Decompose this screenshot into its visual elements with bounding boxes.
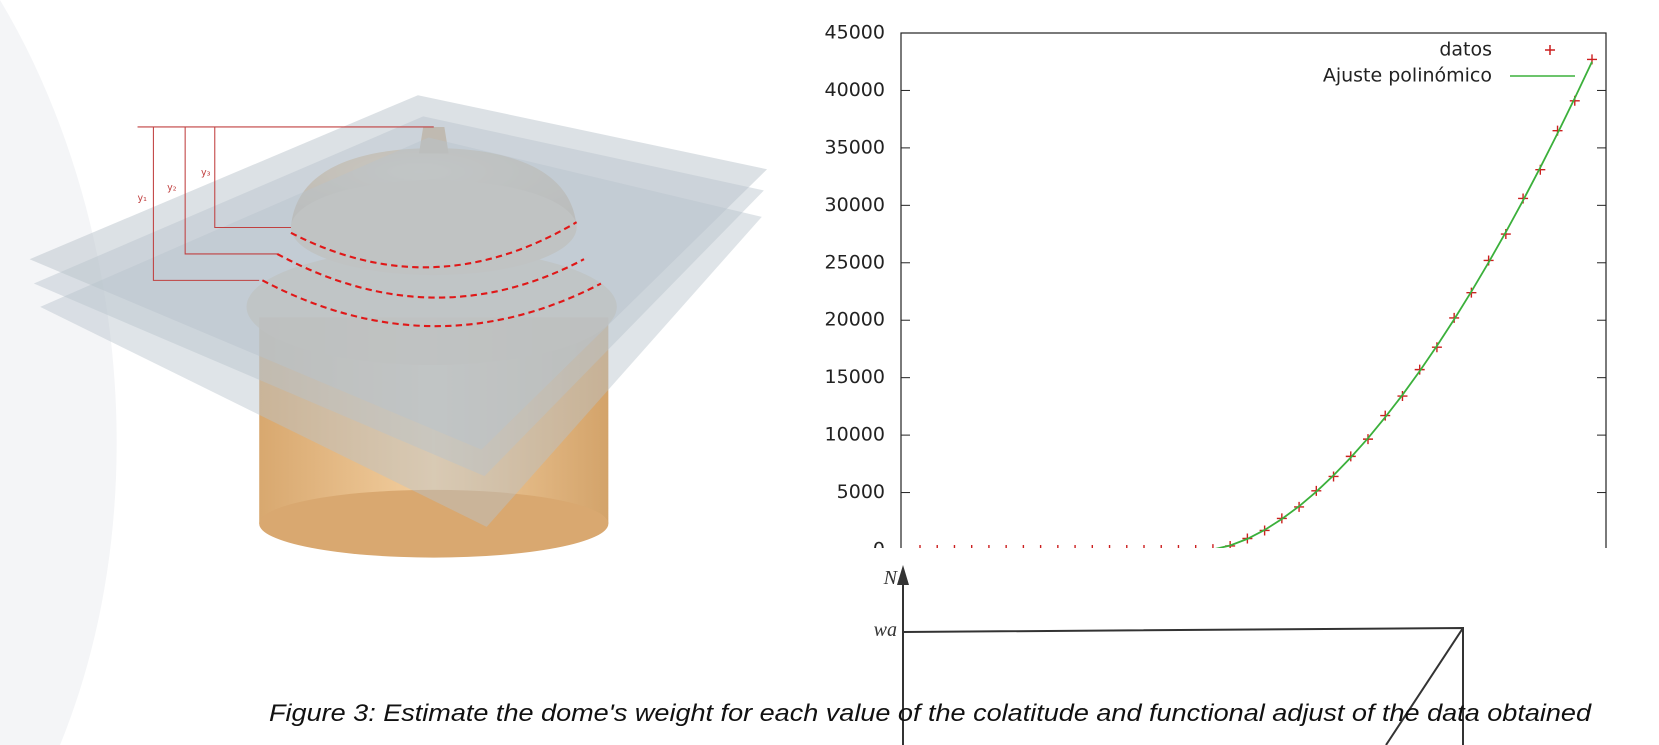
- data-point: [1057, 545, 1059, 548]
- data-point: [1091, 545, 1094, 548]
- chart-bg: [775, 0, 1659, 548]
- dimension-lines: [137, 126, 434, 281]
- plane: [40, 137, 762, 527]
- data-point: [953, 545, 956, 548]
- plot-frame: [900, 32, 1607, 548]
- y-tick-label: 40000: [825, 79, 885, 101]
- y-tick-label: 15000: [825, 366, 885, 388]
- y-tick-label: 10000: [825, 424, 885, 446]
- data-point: [970, 545, 973, 548]
- data-point: [1143, 545, 1145, 548]
- y-tick-label: 5000: [837, 481, 885, 503]
- data-point: [988, 545, 990, 548]
- height-label: y₁: [138, 193, 148, 204]
- data-point: [936, 545, 938, 548]
- arrow: [897, 565, 909, 585]
- y-tick-label: 30000: [825, 194, 885, 216]
- data-point: [1212, 544, 1214, 548]
- data-point: [1126, 545, 1128, 548]
- diagram-lines: [902, 626, 1464, 745]
- fit-line: [1215, 61, 1593, 548]
- y-tick-label: 0: [873, 539, 885, 561]
- plane: [29, 95, 768, 450]
- y-tick-label: 25000: [825, 251, 885, 273]
- data-point: [1160, 545, 1162, 548]
- data-point: [1380, 410, 1391, 421]
- y-tick-label: 20000: [825, 309, 885, 331]
- data-point: [1108, 545, 1111, 548]
- data-point: [1039, 545, 1042, 548]
- data-point: [919, 545, 921, 548]
- data-point: [1177, 545, 1180, 548]
- height-label: y₂: [167, 182, 177, 193]
- data-point: [1074, 545, 1076, 548]
- level-label: wa: [874, 619, 897, 641]
- background-swoosh: [0, 0, 117, 745]
- plane: [33, 116, 764, 477]
- dome-illustration: y₁ y₂ y₃: [29, 95, 768, 558]
- diagram: N wa: [874, 565, 1464, 745]
- drum-base: [259, 489, 609, 558]
- y-tick-label: 45000: [825, 22, 885, 44]
- legend-label: Ajuste polinómico: [1323, 65, 1492, 87]
- legend-label: datos: [1439, 39, 1492, 61]
- legend-marker: [1545, 45, 1555, 55]
- data-point: [1005, 545, 1007, 548]
- cut-lines: [261, 221, 602, 328]
- caption: Figure 3: Estimate the dome's weight for…: [269, 700, 1592, 727]
- axis-label: N: [883, 567, 899, 589]
- data-point: [1194, 545, 1197, 548]
- chart: 0 5000 10000 15000 20000 25000 30000 35000 40000…: [775, 0, 1659, 561]
- y-tick-label: 35000: [825, 136, 885, 158]
- data-point: [1022, 545, 1025, 548]
- height-label: y₃: [201, 168, 211, 179]
